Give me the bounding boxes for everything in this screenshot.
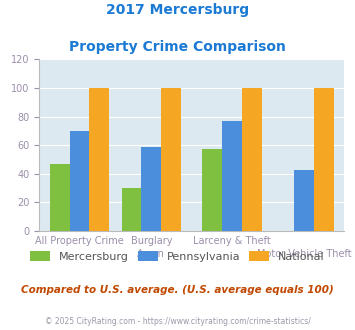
- Text: Property Crime Comparison: Property Crime Comparison: [69, 40, 286, 53]
- Bar: [50, 164, 70, 231]
- Bar: [242, 88, 262, 231]
- Text: Larceny & Theft: Larceny & Theft: [193, 236, 271, 246]
- Text: Burglary: Burglary: [131, 236, 172, 246]
- Text: 2017 Mercersburg: 2017 Mercersburg: [106, 3, 249, 17]
- Text: All Property Crime: All Property Crime: [35, 236, 124, 246]
- Legend: Mercersburg, Pennsylvania, National: Mercersburg, Pennsylvania, National: [26, 247, 329, 267]
- Bar: [70, 131, 89, 231]
- Bar: [202, 149, 222, 231]
- Text: Arson: Arson: [137, 249, 165, 259]
- Bar: [314, 88, 334, 231]
- Bar: [122, 188, 141, 231]
- Bar: [89, 88, 109, 231]
- Text: © 2025 CityRating.com - https://www.cityrating.com/crime-statistics/: © 2025 CityRating.com - https://www.city…: [45, 317, 310, 326]
- Bar: [161, 88, 181, 231]
- Bar: [222, 121, 242, 231]
- Bar: [294, 170, 314, 231]
- Bar: [141, 147, 161, 231]
- Text: Motor Vehicle Theft: Motor Vehicle Theft: [257, 249, 351, 259]
- Text: Compared to U.S. average. (U.S. average equals 100): Compared to U.S. average. (U.S. average …: [21, 285, 334, 295]
